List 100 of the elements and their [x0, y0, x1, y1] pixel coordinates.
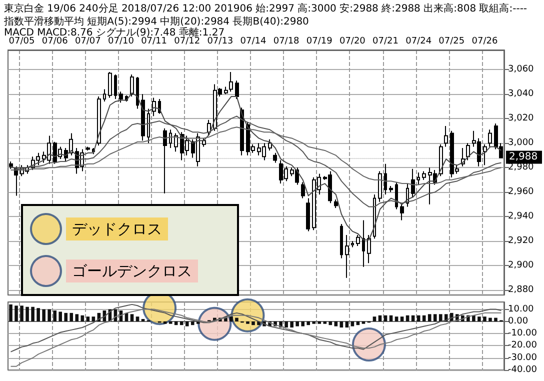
candlestick: [235, 80, 239, 100]
bar: [328, 321, 332, 326]
candlestick: [362, 220, 365, 268]
bar: [246, 321, 250, 324]
y-tick-label: -20.00: [508, 340, 538, 351]
y-tick-label: 0.00: [508, 316, 528, 326]
bar: [306, 321, 310, 326]
candlestick: [103, 88, 106, 102]
candlestick: [136, 76, 139, 110]
candlestick: [378, 170, 382, 202]
bar: [136, 316, 140, 322]
candlestick: [422, 170, 426, 180]
candlestick: [340, 223, 343, 259]
y-tick-label: -40.00: [508, 365, 538, 375]
bar: [296, 321, 299, 326]
line-series: [10, 308, 502, 367]
bar: [478, 316, 481, 322]
candlestick: [483, 144, 487, 166]
candlestick: [86, 146, 90, 151]
bar: [36, 308, 40, 322]
candlestick: [439, 144, 443, 177]
candlestick: [367, 234, 371, 264]
bar: [438, 314, 442, 322]
bar: [384, 315, 388, 322]
bar: [92, 316, 96, 322]
candlestick: [207, 119, 211, 136]
bar: [422, 315, 426, 322]
bar: [378, 315, 382, 322]
bar: [284, 321, 288, 328]
y-tick-label: -10.00: [508, 328, 538, 339]
candlestick: [488, 129, 492, 148]
y-tick-label: 2,960: [508, 187, 534, 198]
candlestick: [114, 74, 117, 100]
x-tick-label: 07/25: [438, 36, 465, 46]
candlestick: [306, 198, 310, 232]
candlestick: [395, 182, 398, 210]
bar: [80, 315, 84, 322]
y-tick-label: 10.00: [508, 304, 534, 314]
bar: [323, 321, 327, 324]
legend-label: ゴールデンクロス: [72, 262, 192, 280]
bar: [20, 306, 24, 322]
x-tick-label: 07/10: [108, 36, 134, 46]
bar: [53, 310, 56, 322]
bar: [416, 315, 420, 322]
legend-label: デッドクロス: [72, 220, 162, 238]
candlestick: [373, 194, 376, 240]
bar: [42, 309, 46, 322]
candlestick: [273, 152, 277, 164]
bar: [9, 304, 12, 322]
bar: [86, 316, 90, 322]
bar: [433, 314, 437, 322]
candlestick: [108, 72, 112, 98]
x-tick-label: 07/18: [273, 36, 300, 46]
x-tick-label: 07/24: [406, 36, 432, 46]
chart-title: 東京白金 19/06 240分足 2018/07/26 12:00 201906 始:2997 高:3000 安:2988 終:2988 出来高:808 取組高:----: [4, 2, 528, 14]
y-tick-label: 2,920: [508, 236, 534, 246]
bar: [75, 314, 79, 322]
x-tick-label: 07/07: [74, 36, 101, 46]
candlestick: [174, 132, 178, 152]
bar: [494, 318, 498, 322]
candlestick: [389, 185, 393, 193]
candlestick: [152, 97, 156, 117]
bar: [400, 316, 404, 322]
bar: [48, 309, 51, 322]
y-tick-label: -30.00: [508, 352, 538, 363]
y-tick-label: 3,000: [508, 138, 534, 148]
bar: [472, 315, 476, 322]
point: [352, 328, 386, 362]
bar: [334, 321, 338, 326]
bar: [394, 316, 398, 322]
x-tick-label: 07/14: [240, 36, 266, 46]
x-tick-label: 07/05: [8, 36, 35, 46]
candlestick: [351, 240, 354, 248]
candlestick: [301, 182, 305, 199]
x-tick-label: 07/19: [306, 36, 333, 46]
bar: [31, 306, 34, 322]
candlestick: [224, 86, 228, 95]
candlestick: [384, 163, 387, 196]
x-tick-label: 07/11: [141, 36, 168, 46]
bar: [26, 306, 29, 322]
candlestick: [229, 72, 233, 92]
line-series: [10, 304, 502, 352]
candlestick: [119, 91, 123, 104]
candlestick: [130, 74, 134, 98]
bar: [130, 314, 134, 322]
y-tick-label: 2,880: [508, 285, 534, 296]
bar: [406, 315, 410, 322]
bar: [290, 321, 294, 328]
candlestick: [9, 160, 13, 170]
candlestick: [163, 128, 167, 194]
bar: [70, 312, 74, 322]
bar: [190, 321, 194, 326]
bar: [235, 318, 238, 322]
bar: [180, 321, 184, 326]
candlestick: [444, 125, 448, 148]
x-tick-label: 07/12: [174, 36, 200, 46]
bar: [362, 321, 366, 324]
y-tick-label: 3,060: [508, 64, 534, 75]
candlestick: [169, 129, 172, 148]
bar: [488, 318, 492, 322]
